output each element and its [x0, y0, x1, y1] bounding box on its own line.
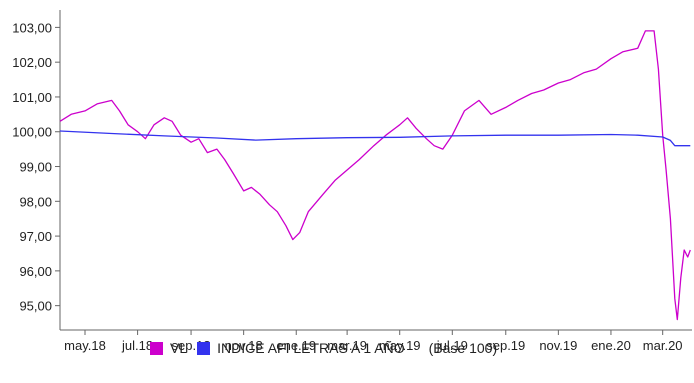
legend-swatch-vl	[150, 341, 163, 355]
series-line-vl	[59, 30, 691, 321]
y-tick-label: 101,00	[12, 90, 52, 105]
y-tick-label: 102,00	[12, 55, 52, 70]
x-tick-label: ene.19	[276, 338, 316, 353]
x-tick-label: ene.20	[591, 338, 631, 353]
y-tick-label: 96,00	[19, 264, 52, 279]
legend-note: (Base 100)	[428, 340, 498, 356]
legend-swatch-indice	[197, 341, 211, 355]
x-tick-label: mar.20	[643, 338, 683, 353]
x-tick-label: nov.18	[225, 338, 263, 353]
legend: VL INDICE AFI LETRAS A 1 AÑO (Base 100)	[150, 338, 497, 358]
y-tick-label: 95,00	[19, 299, 52, 314]
x-tick-label: jul.19	[436, 338, 468, 353]
y-tick-label: 98,00	[19, 194, 52, 209]
x-tick-label: jul.18	[121, 338, 153, 353]
x-tick-label: nov.19	[539, 338, 577, 353]
x-tick-label: may.18	[64, 338, 106, 353]
x-tick-label: mar.19	[327, 338, 367, 353]
legend-item-indice: INDICE AFI LETRAS A 1 AÑO	[197, 340, 405, 356]
x-axis: may.18 jul.18 sep.18 nov.18 ene.19 mar.19 may.…	[60, 329, 692, 353]
legend-label-indice: INDICE AFI LETRAS A 1 AÑO	[217, 340, 405, 356]
y-tick-label: 100,00	[12, 125, 52, 140]
x-tick-label: sep.19	[486, 338, 525, 353]
y-tick-label: 99,00	[19, 160, 52, 175]
legend-label-vl: VL	[170, 340, 188, 356]
x-tick-label: may.19	[379, 338, 421, 353]
legend-item-vl: VL	[150, 340, 187, 356]
series-line-indice	[59, 130, 691, 147]
y-tick-label: 97,00	[19, 229, 52, 244]
y-axis: 95,00 96,00 97,00 98,00 99,00 100,00 101,00 102…	[12, 10, 61, 330]
y-tick-label: 103,00	[12, 20, 52, 35]
plot-area	[59, 30, 691, 321]
